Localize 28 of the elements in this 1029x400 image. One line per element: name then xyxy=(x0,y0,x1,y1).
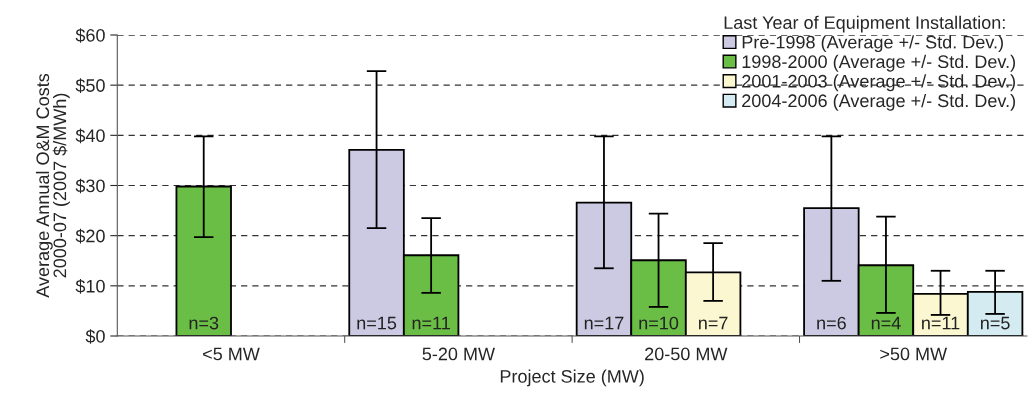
legend-label: 1998-2000 (Average +/- Std. Dev.) xyxy=(742,54,1016,72)
y-tick-label: $10 xyxy=(75,279,105,294)
x-tick-label: <5 MW xyxy=(203,347,260,361)
annotation: n=3 xyxy=(189,316,219,330)
legend-label: 2004-2006 (Average +/- Std. Dev.) xyxy=(742,93,1016,111)
legend-label: Pre-1998 (Average +/- Std. Dev.) xyxy=(742,35,1003,53)
y-tick-label: $20 xyxy=(75,228,105,244)
x-tick-label: 20-50 MW xyxy=(645,347,728,361)
annotation: n=15 xyxy=(357,316,397,330)
y-tick-label: $0 xyxy=(85,329,105,344)
annotation: n=4 xyxy=(871,316,901,330)
legend-title: Last Year of Equipment Installation: xyxy=(724,15,1005,33)
y-tick-label: $40 xyxy=(75,128,105,144)
y-tick-label: $50 xyxy=(75,78,105,93)
annotation: n=7 xyxy=(699,316,728,330)
annotation: n=6 xyxy=(817,316,846,330)
y-tick-label: $30 xyxy=(75,178,105,194)
annotation: n=10 xyxy=(639,316,679,330)
legend-label: 2001-2003 (Average +/- Std. Dev.) xyxy=(742,74,1016,92)
x-axis-title: Project Size (MW) xyxy=(500,369,644,387)
annotation: n=11 xyxy=(412,316,450,330)
annotation: n=5 xyxy=(980,316,1010,330)
y-tick-label: $60 xyxy=(75,28,105,43)
x-tick-label: 5-20 MW xyxy=(422,347,495,361)
annotation: n=11 xyxy=(922,316,960,330)
x-tick-label: >50 MW xyxy=(880,347,948,361)
annotation: n=17 xyxy=(584,316,624,330)
y-axis-title: Average Annual O&M Costs 2000-07 (2007 $/MWh) xyxy=(35,73,70,298)
